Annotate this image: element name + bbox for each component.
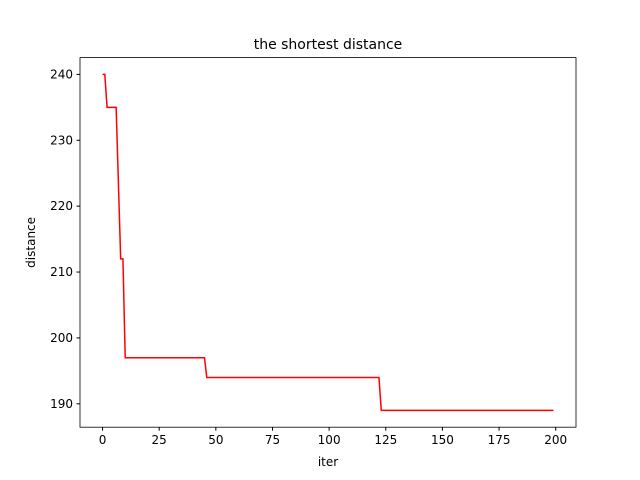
x-tick-label: 0	[99, 433, 107, 447]
x-tick-label: 50	[208, 433, 223, 447]
y-axis-label: distance	[24, 217, 38, 268]
x-tick-label: 100	[318, 433, 341, 447]
chart-title: the shortest distance	[254, 37, 403, 53]
y-tick-label: 200	[50, 331, 73, 345]
plot-frame	[79, 57, 577, 428]
x-axis-label: iter	[318, 455, 338, 469]
y-tick-label: 230	[50, 133, 73, 147]
y-tick-label: 220	[50, 199, 73, 213]
y-tick-label: 190	[50, 397, 73, 411]
x-tick-label: 75	[265, 433, 280, 447]
data-line	[102, 73, 554, 412]
x-tick-label: 125	[374, 433, 397, 447]
y-tick-label: 210	[50, 265, 73, 279]
x-tick-label: 175	[488, 433, 511, 447]
y-tick-label: 240	[50, 67, 73, 81]
x-tick-label: 200	[544, 433, 567, 447]
x-tick-label: 25	[152, 433, 167, 447]
x-tick-label: 150	[431, 433, 454, 447]
